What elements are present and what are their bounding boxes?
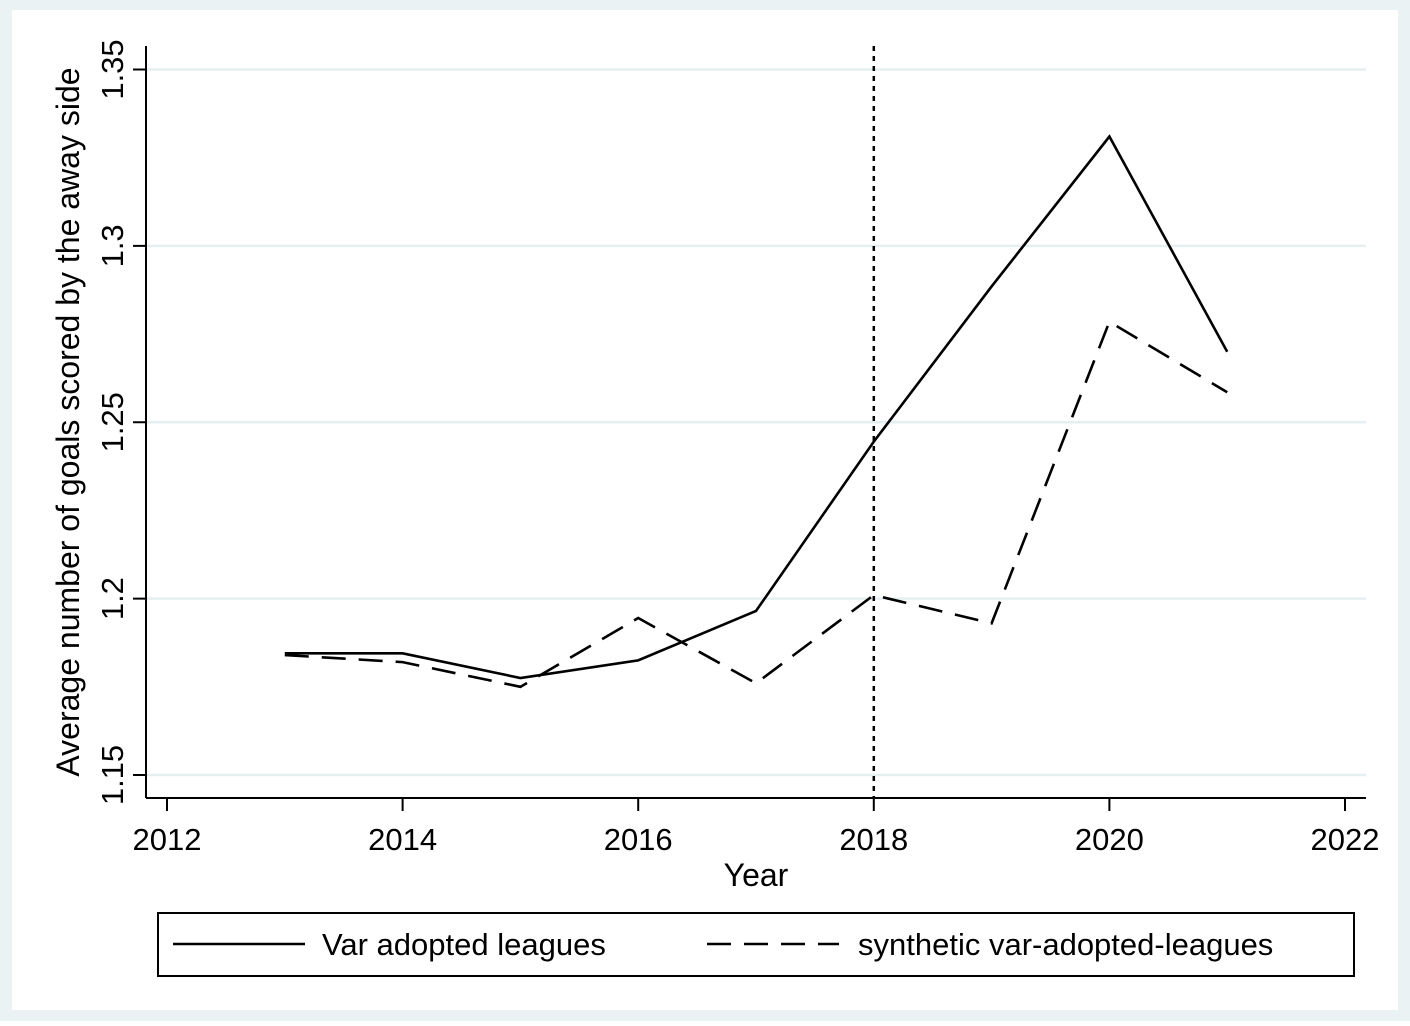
x-tick-label-2: 2016 (604, 822, 673, 857)
axes: 2012 2014 2016 2018 2020 2022 1.15 1.2 1.25 1.3 1.… (95, 39, 1379, 857)
x-tick-label-3: 2018 (839, 822, 908, 857)
series-line-1 (284, 319, 1228, 689)
x-tick-label-0: 2012 (133, 822, 202, 857)
legend-label-synthetic: synthetic var-adopted-leagues (858, 927, 1273, 962)
series-group (284, 134, 1229, 689)
legend: Var adopted leagues synthetic var-adopte… (157, 912, 1355, 977)
series-line-0 (284, 134, 1229, 680)
y-tick-label-2: 1.25 (95, 392, 130, 452)
legend-label-var-adopted: Var adopted leagues (322, 927, 606, 962)
x-tick-label-1: 2014 (368, 822, 437, 857)
gridlines (146, 68, 1366, 777)
y-tick-label-4: 1.35 (95, 39, 130, 99)
y-axis-title: Average number of goals scored by the aw… (50, 67, 86, 776)
x-tick-label-5: 2022 (1311, 822, 1380, 857)
x-axis-title: Year (724, 857, 789, 893)
y-tick-label-0: 1.15 (95, 745, 130, 805)
x-tick-label-4: 2020 (1075, 822, 1144, 857)
y-tick-label-3: 1.3 (95, 224, 130, 267)
plot-area (12, 10, 1398, 1010)
y-tick-label-1: 1.2 (95, 577, 130, 620)
